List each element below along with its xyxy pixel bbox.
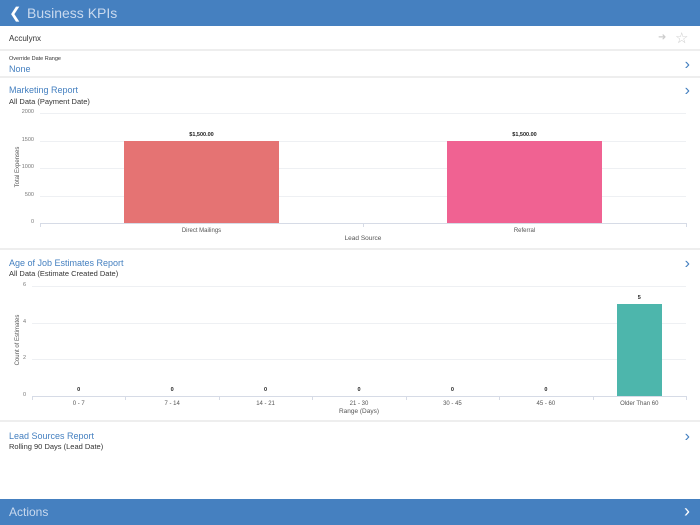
- chevron-right-icon[interactable]: ›: [684, 255, 690, 272]
- x-axis-line: [32, 396, 686, 397]
- marketing-report-section: Marketing Report All Data (Payment Date)…: [0, 78, 700, 250]
- age-subtitle: All Data (Estimate Created Date): [9, 269, 119, 278]
- y-axis-title: Count of Estimates: [15, 314, 21, 366]
- x-tick-mark: [405, 396, 407, 400]
- lead-sources-section: Lead Sources Report Rolling 90 Days (Lea…: [0, 422, 700, 499]
- y-tick-label: 500: [24, 191, 34, 198]
- gridline: [32, 359, 686, 361]
- x-tick-label: 45 - 60: [536, 401, 556, 407]
- pin-icon[interactable]: ➜: [658, 32, 667, 43]
- data-label: 0: [264, 387, 268, 393]
- marketing-chart: 0 500 1000 1500 2000 Direct Mailings $1,500.00…: [0, 78, 700, 248]
- data-label: 0: [77, 387, 81, 393]
- y-tick-label: 0: [22, 392, 26, 398]
- header-bar: ❮ Business KPIs: [0, 0, 700, 26]
- y-tick-label: 2: [22, 355, 26, 362]
- lead-subtitle: Rolling 90 Days (Lead Date): [9, 442, 104, 451]
- y-axis-title: Total Expenses: [15, 146, 21, 188]
- data-label: 0: [544, 387, 548, 393]
- age-chart: 0 2 4 6 0 - 7 0 7 - 14 0 14 - 21 0 21 - 30 0 30 - 45…: [0, 250, 700, 420]
- lead-title[interactable]: Lead Sources Report: [9, 431, 95, 441]
- marketing-title[interactable]: Marketing Report: [9, 85, 79, 95]
- age-report-section: Age of Job Estimates Report All Data (Es…: [0, 250, 700, 422]
- bar: [616, 304, 662, 396]
- company-row: Acculynx ➜ ☆: [0, 26, 700, 51]
- x-tick-label: Direct Mailings: [181, 228, 222, 234]
- x-axis-title: Range (Days): [338, 408, 380, 415]
- y-tick-label: 6: [22, 282, 26, 288]
- override-label: Override Date Range: [9, 56, 61, 62]
- y-tick-label: 0: [30, 219, 34, 225]
- x-tick-label: 30 - 45: [443, 401, 462, 407]
- marketing-subtitle: All Data (Payment Date): [9, 97, 90, 106]
- x-tick-mark: [125, 396, 127, 400]
- y-tick-label: 2000: [21, 109, 34, 115]
- x-tick-mark: [592, 396, 594, 400]
- bar: [123, 140, 279, 223]
- data-label: 0: [450, 387, 454, 393]
- data-label: 0: [170, 387, 174, 393]
- gridline: [32, 322, 686, 324]
- chevron-left-icon[interactable]: ❮: [9, 5, 22, 22]
- gridline: [32, 286, 686, 287]
- chevron-right-icon[interactable]: ›: [684, 56, 690, 73]
- age-title[interactable]: Age of Job Estimates Report: [9, 258, 124, 268]
- override-value: None: [9, 64, 31, 74]
- x-tick-mark: [686, 223, 687, 227]
- data-label: 0: [357, 387, 361, 393]
- x-tick-label: 7 - 14: [164, 401, 180, 407]
- page-title: Business KPIs: [27, 5, 118, 21]
- x-tick-label: Referral: [513, 228, 536, 234]
- chevron-right-icon[interactable]: ›: [684, 501, 690, 521]
- x-tick-mark: [499, 396, 501, 400]
- data-label: 5: [637, 295, 641, 302]
- x-tick-label: 21 - 30: [349, 401, 369, 407]
- actions-bar[interactable]: Actions ›: [0, 499, 700, 525]
- x-tick-label: 0 - 7: [72, 401, 85, 407]
- bar: [446, 140, 602, 223]
- star-icon[interactable]: ☆: [675, 30, 689, 47]
- chevron-right-icon[interactable]: ›: [684, 82, 690, 99]
- x-axis-title: Lead Source: [344, 235, 382, 242]
- data-label: $1,500.00: [512, 131, 537, 138]
- company-name: Acculynx: [9, 34, 42, 43]
- gridline: [40, 113, 686, 114]
- x-tick-mark: [686, 396, 687, 400]
- y-tick-label: 1500: [21, 136, 34, 143]
- y-tick-label: 1000: [21, 164, 34, 170]
- gridline: [40, 195, 686, 197]
- y-tick-label: 4: [22, 318, 26, 325]
- x-tick-mark: [312, 396, 314, 400]
- x-tick-mark: [363, 223, 364, 227]
- actions-label: Actions: [9, 505, 49, 519]
- gridline: [40, 168, 686, 169]
- data-label: $1,500.00: [189, 131, 214, 138]
- x-tick-mark: [32, 396, 33, 400]
- x-tick-label: Older Than 60: [620, 401, 659, 407]
- gridline: [40, 140, 686, 142]
- x-tick-label: 14 - 21: [256, 401, 275, 407]
- x-tick-mark: [218, 396, 220, 400]
- x-tick-mark: [40, 223, 41, 227]
- chevron-right-icon[interactable]: ›: [684, 428, 690, 445]
- override-date-range[interactable]: Override Date Range None ›: [0, 51, 700, 78]
